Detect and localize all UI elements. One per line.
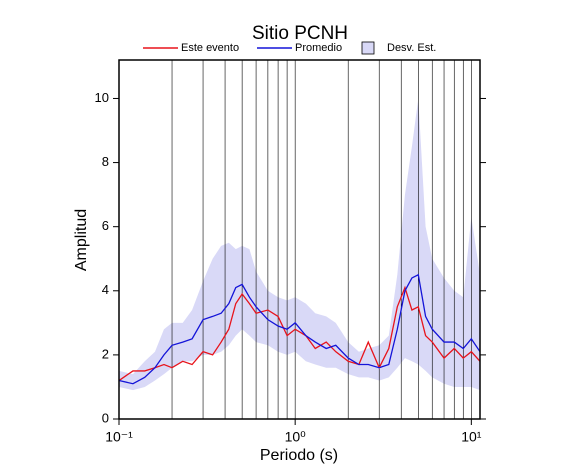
y-tick-label: 6 [102,218,109,233]
x-axis-label: Periodo (s) [260,447,338,464]
x-tick-label: 10⁰ [285,429,307,445]
plot-frame [118,59,481,420]
series-line [118,273,481,385]
y-tick-label: 4 [102,282,109,297]
chart-title: Sitio PCNH [252,23,348,44]
y-tick-label: 0 [102,410,109,425]
y-tick-label: 8 [102,154,109,169]
y-tick-label: 10 [95,90,109,105]
legend-label: Este evento [181,42,239,54]
x-tick-label: 10⁻¹ [105,429,133,445]
legend-label: Desv. Est. [387,42,436,54]
y-axis-label: Amplitud [73,209,90,271]
legend-swatch [361,41,375,55]
y-tick-label: 2 [102,346,109,361]
x-tick-label: 10¹ [461,429,482,445]
legend-label: Promedio [295,42,342,54]
series-line [118,285,481,382]
std-band [119,98,480,391]
